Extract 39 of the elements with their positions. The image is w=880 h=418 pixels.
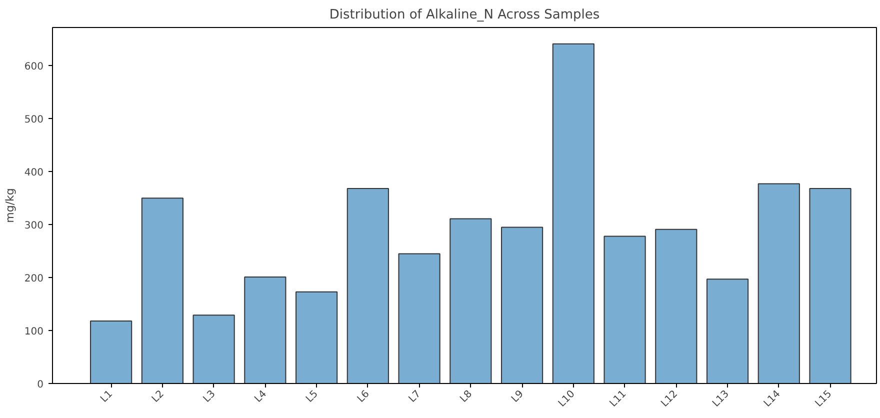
x-tick-label: L8	[458, 388, 475, 405]
bar	[450, 218, 492, 384]
x-tick-label: L9	[510, 388, 526, 405]
x-tick-label: L7	[406, 388, 424, 405]
x-tick-label: L13	[710, 388, 732, 410]
bar	[706, 278, 749, 384]
y-tick-label: 300	[24, 220, 44, 232]
y-tick-label: 200	[24, 274, 44, 285]
bar	[192, 314, 235, 384]
x-tick-label: L14	[762, 388, 783, 410]
bar	[552, 43, 594, 384]
bar	[809, 188, 852, 384]
bar	[90, 320, 132, 384]
bar	[346, 188, 389, 384]
bar	[296, 291, 338, 384]
bar	[500, 226, 544, 384]
y-tick-label: 0	[37, 380, 44, 390]
x-tick-label: L11	[608, 388, 629, 410]
bar	[141, 198, 184, 384]
x-tick-label: L2	[150, 388, 166, 405]
x-tick-label: L4	[252, 388, 270, 405]
bar	[244, 276, 286, 384]
x-tick-label: L15	[813, 388, 834, 410]
bar	[604, 236, 646, 384]
y-axis-title: mg/kg	[3, 188, 16, 223]
chart-title: Distribution of Alkaline_N Across Samples	[329, 8, 600, 22]
y-tick-label: 100	[24, 326, 44, 338]
x-tick-label: L5	[304, 388, 320, 405]
x-tick-label: L1	[98, 388, 115, 405]
y-tick-label: 500	[24, 114, 44, 126]
bar	[758, 183, 800, 384]
y-tick-label: 600	[24, 62, 44, 73]
x-tick-label: L12	[659, 388, 680, 410]
bar	[655, 228, 698, 384]
x-tick-label: L10	[556, 388, 578, 410]
y-tick-label: 400	[24, 168, 44, 179]
bar	[398, 253, 440, 384]
x-tick-label: L3	[201, 388, 218, 405]
x-tick-label: L6	[356, 388, 372, 405]
